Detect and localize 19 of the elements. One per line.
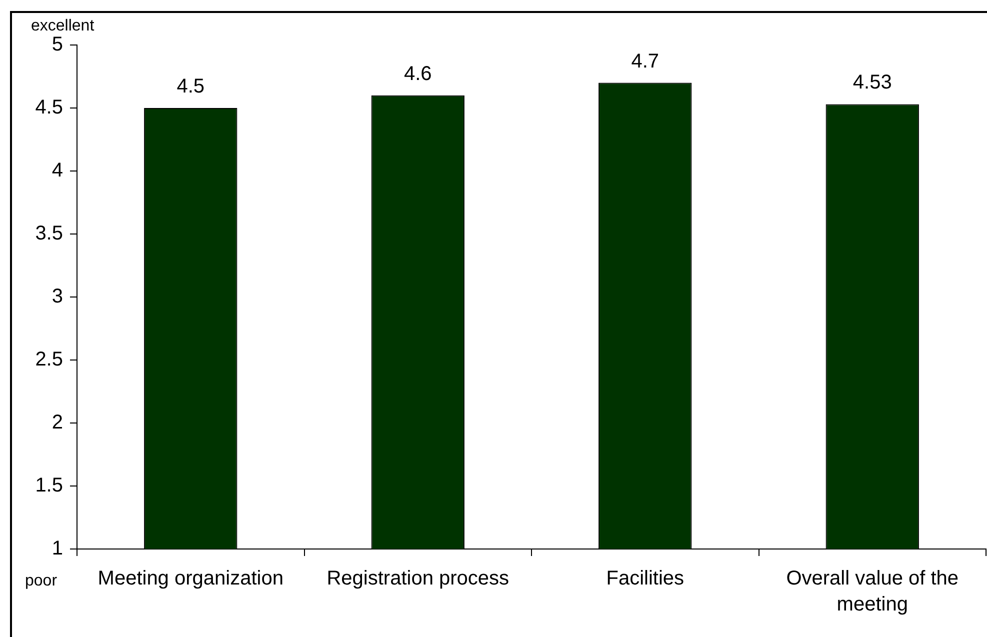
y-tick-label: 3.5 bbox=[35, 222, 63, 245]
x-tick-label: Registration process bbox=[326, 568, 510, 590]
y-tick-label: 4.5 bbox=[35, 96, 63, 119]
data-label: 4.7 bbox=[631, 50, 660, 72]
y-tick-label: 5 bbox=[52, 34, 63, 56]
text: poor bbox=[25, 572, 58, 590]
y-tick-label: 3 bbox=[52, 286, 63, 308]
data-label: 4.53 bbox=[852, 72, 892, 94]
text: excellent bbox=[31, 17, 95, 34]
x-tick-label: Overall value of the meeting bbox=[786, 568, 959, 616]
y-tick-label: 2.5 bbox=[35, 348, 63, 371]
data-label: 4.5 bbox=[176, 76, 205, 98]
x-tick-label: Facilities bbox=[606, 568, 684, 590]
y-tick-label: 4 bbox=[52, 160, 63, 182]
y-tick-label: 1.5 bbox=[35, 474, 63, 497]
y-tick-label: 2 bbox=[52, 412, 63, 434]
y-tick-label: 1 bbox=[52, 538, 63, 560]
x-tick-label: Meeting organization bbox=[98, 568, 284, 590]
data-label: 4.6 bbox=[404, 62, 432, 85]
